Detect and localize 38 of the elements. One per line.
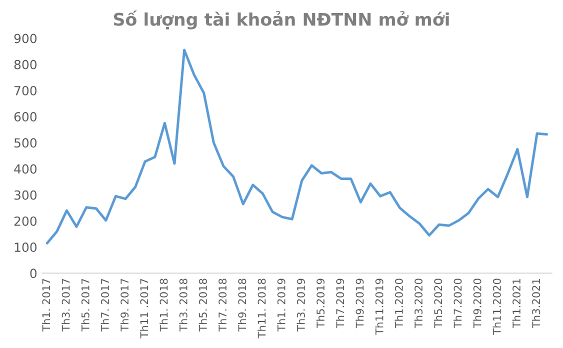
y-tick-label: 0 — [30, 268, 37, 278]
x-tick-label: Th3. 2018 — [179, 278, 188, 332]
x-tick-label: Th5. 2018 — [198, 278, 207, 332]
y-tick-label: 600 — [14, 112, 37, 122]
x-tick-label: Th11.2020 — [492, 278, 501, 335]
x-tick-label: Th1. 2017 — [42, 278, 50, 332]
line-series — [46, 48, 548, 244]
x-tick-label: Th1. 2019 — [277, 278, 286, 332]
x-tick-label: Th11. 2018 — [258, 278, 266, 338]
x-tick-label: Th7.2019 — [336, 278, 344, 328]
x-tick-label: Th3.2021 — [532, 279, 540, 328]
x-tick-label: Th9. 2018 — [238, 278, 246, 332]
x-tick-label: Th3.2020 — [414, 278, 423, 328]
y-tick-label: 800 — [14, 60, 37, 70]
x-tick-label: Th11 .2017 — [140, 278, 148, 338]
x-tick-label: Th7. 2017 — [100, 278, 109, 332]
x-tick-label: Th9.2019 — [356, 278, 364, 328]
y-tick-label: 100 — [14, 242, 37, 252]
y-tick-label: 400 — [14, 164, 37, 174]
x-tick-label: Th9.2020 — [473, 278, 482, 328]
x-tick-label: Th1. 2018 — [160, 278, 168, 332]
x-tick-label: Th11.2019 — [375, 278, 384, 335]
x-tick-label: Th7. 2018 — [218, 278, 227, 332]
chart-title: Số lượng tài khoản NĐTNN mở mới — [114, 10, 449, 30]
y-tick-label: 700 — [14, 86, 37, 96]
x-tick-label: Th5.2019 — [316, 278, 325, 328]
y-tick-label: 300 — [14, 190, 37, 200]
y-tick-label: 200 — [14, 216, 37, 226]
y-tick-label: 500 — [14, 138, 37, 148]
x-tick-label: Th5. 2017 — [81, 278, 90, 332]
x-tick-label: Th7.2020 — [454, 278, 462, 328]
x-tick-label: Th3. 2019 — [296, 278, 305, 332]
y-tick-label: 900 — [14, 34, 37, 44]
x-tick-label: Th9. 2017 — [120, 278, 129, 332]
x-tick-label: Th1.2021 — [512, 279, 521, 328]
x-tick-label: Th1.2020 — [394, 278, 403, 328]
x-tick-label: Th5.2020 — [434, 278, 442, 328]
x-tick-label: Th3. 2017 — [62, 278, 70, 332]
